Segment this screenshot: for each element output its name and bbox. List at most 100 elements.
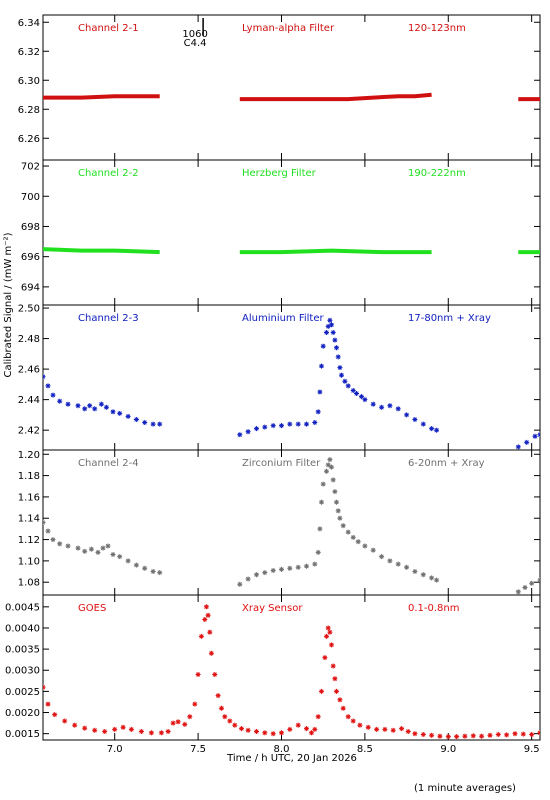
data-point (332, 489, 338, 495)
panel-3: 2.42 2.44 2.46 2.48 2.50 Channel 2-3 Aluminium… (18, 304, 541, 451)
y-tick-label: 700 (21, 192, 40, 203)
data-point (105, 543, 111, 549)
data-point (142, 565, 148, 571)
data-point (325, 462, 331, 468)
data-point (262, 570, 268, 576)
data-point (320, 481, 326, 487)
y-tick-label: 1.18 (18, 471, 40, 482)
y-tick-label: 694 (21, 282, 40, 293)
data-point (330, 477, 336, 483)
data-point (88, 546, 94, 552)
data-point (537, 432, 540, 438)
data-point (304, 726, 309, 732)
data-point (362, 397, 368, 403)
panel-5: 0.0015 0.0020 0.0025 0.0030 0.0035 0.0040 0.00… (5, 594, 541, 755)
data-point (334, 499, 339, 505)
panel-frame (42, 594, 541, 741)
data-point (399, 726, 405, 732)
data-point (429, 575, 435, 581)
data-point (420, 732, 426, 737)
panel-4: 1.08 1.10 1.12 1.14 1.16 1.18 1.20 Channel 2-4 Z… (18, 449, 541, 596)
data-point (198, 633, 204, 639)
data-point (98, 401, 104, 407)
data-point (374, 726, 380, 732)
y-tick-label: 0.0015 (5, 729, 40, 740)
data-point (65, 401, 71, 407)
filter-name: Herzberg Filter (242, 168, 317, 179)
data-point (532, 433, 538, 439)
data-point (45, 383, 51, 389)
data-point (420, 421, 426, 427)
data-point (142, 420, 148, 425)
data-point (335, 354, 341, 360)
data-point (379, 554, 385, 560)
wavelength-range: 0.1-0.8nm (408, 603, 460, 614)
y-tick-label: 1.14 (18, 514, 40, 525)
data-point (312, 726, 318, 732)
y-tick-label: 0.0035 (5, 645, 40, 656)
data-point (43, 374, 46, 380)
y-tick-label: 2.50 (18, 304, 40, 315)
data-point (434, 427, 440, 433)
x-tick-label: 9.5 (524, 744, 540, 755)
data-point (45, 701, 51, 707)
data-point (454, 734, 460, 740)
y-tick-label: 0.0030 (5, 666, 40, 677)
data-point (395, 561, 401, 567)
series-data (43, 457, 540, 595)
data-point (270, 731, 276, 737)
data-point (359, 394, 364, 400)
y-tick-label: 0.0020 (5, 708, 40, 719)
data-point (412, 417, 418, 422)
data-point (207, 629, 213, 635)
data-point (45, 528, 51, 534)
data-point (103, 404, 109, 410)
data-point (370, 401, 376, 407)
data-point (150, 421, 156, 427)
data-point (434, 577, 440, 583)
data-point (339, 372, 344, 378)
data-point (120, 724, 126, 730)
data-point (254, 729, 259, 734)
data-point (82, 406, 88, 412)
data-point (202, 617, 208, 622)
y-tick-label: 702 (21, 162, 40, 173)
data-point (345, 714, 351, 720)
data-point (405, 729, 411, 734)
data-point (365, 724, 371, 730)
data-point (315, 714, 321, 720)
filter-name: Zirconium Filter (242, 458, 321, 469)
filter-name: Xray Sensor (242, 603, 303, 614)
data-point (354, 391, 359, 396)
y-tick-label: 1.08 (18, 578, 40, 589)
data-point (295, 564, 301, 570)
series-data (43, 317, 540, 450)
data-point (50, 392, 56, 398)
data-point (175, 719, 181, 725)
data-point (345, 529, 351, 535)
y-tick-label: 1.20 (18, 450, 40, 461)
data-point (324, 468, 329, 474)
data-point (150, 569, 156, 574)
y-tick-label: 6.30 (18, 76, 40, 87)
data-point (325, 625, 331, 631)
x-tick-label: 7.5 (190, 744, 206, 755)
data-point (245, 727, 251, 733)
y-tick-label: 0.0045 (5, 602, 40, 613)
data-point (329, 642, 334, 648)
data-point (429, 426, 435, 432)
x-tick-label: 8.5 (357, 744, 373, 755)
y-tick-label: 6.34 (18, 18, 40, 29)
data-point (295, 421, 301, 427)
data-point (205, 612, 211, 618)
wavelength-range: 190-222nm (408, 168, 466, 179)
data-point (158, 730, 164, 736)
x-tick-label: 8.0 (274, 744, 290, 755)
data-point (245, 429, 251, 435)
y-tick-label: 2.46 (18, 365, 40, 376)
data-point (327, 629, 333, 635)
y-tick-label: 6.26 (18, 134, 40, 145)
x-tick-label: 9.0 (440, 744, 456, 755)
data-point (92, 406, 98, 412)
